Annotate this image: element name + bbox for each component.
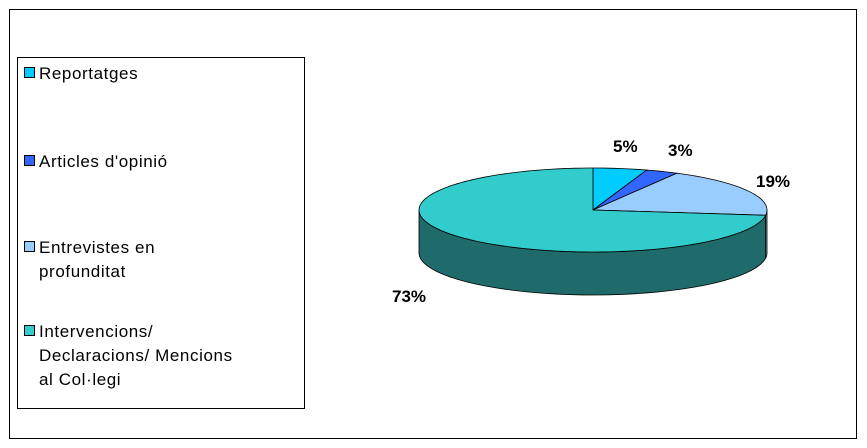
legend-item-intervencions: Intervencions/ Declaracions/ Mencions al… [24,320,300,392]
pie-slice-intervencions [418,167,767,253]
chart-legend: Reportatges Articles d'opinió Entreviste… [17,57,305,409]
pie-slice-entrevistes [592,172,768,216]
data-label-intervencions: 73% [392,287,426,306]
legend-swatch-reportatges [24,67,35,78]
legend-item-articles: Articles d'opinió [24,150,300,174]
data-label-entrevistes: 19% [756,172,790,191]
legend-label-reportatges: Reportatges [39,64,139,83]
legend-swatch-articles [24,155,35,166]
pie-tops [418,167,768,253]
legend-item-entrevistes: Entrevistes en profunditat [24,236,300,284]
data-label-articles: 3% [668,141,693,160]
legend-label-entrevistes: Entrevistes en profunditat [39,238,156,281]
legend-swatch-intervencions [24,325,35,336]
data-label-reportatges: 5% [613,137,638,156]
legend-item-reportatges: Reportatges [24,62,300,86]
pie-slice-reportatges [592,167,648,211]
pie-slice-articles [592,169,679,211]
legend-label-articles: Articles d'opinió [39,152,168,171]
legend-label-intervencions: Intervencions/ Declaracions/ Mencions al… [39,322,233,389]
pie-data-labels: 5% 3% 19% 73% [392,137,790,306]
legend-swatch-entrevistes [24,241,35,252]
